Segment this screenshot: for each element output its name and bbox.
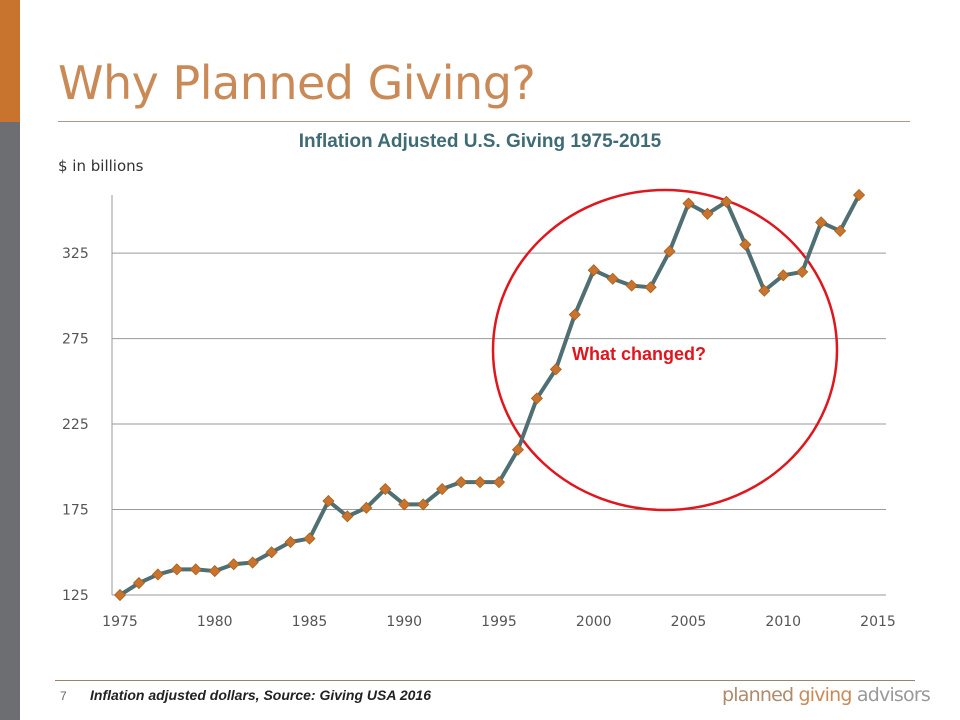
data-point-1985: [303, 532, 316, 545]
data-point-1988: [360, 501, 373, 514]
sidebar-bar: [0, 122, 20, 720]
data-point-1977: [151, 568, 164, 581]
data-point-2004: [663, 245, 676, 258]
x-tick-label: 2015: [860, 614, 896, 630]
data-point-2002: [625, 279, 638, 292]
x-tick-label: 2005: [671, 614, 707, 630]
annotation-ellipse: [491, 188, 839, 512]
data-point-2014: [852, 188, 866, 202]
footer-divider: [55, 680, 915, 681]
x-tick-label: 1975: [102, 614, 138, 630]
data-point-1986: [322, 494, 335, 508]
y-tick-label: 125: [62, 588, 89, 604]
data-point-2005: [682, 197, 695, 210]
data-point-1982: [246, 556, 259, 569]
data-point-1990: [398, 498, 411, 511]
slide-title: Why Planned Giving?: [58, 56, 536, 110]
data-point-2009: [758, 284, 771, 297]
data-point-2013: [834, 224, 847, 237]
x-tick-label: 2010: [765, 614, 801, 630]
data-point-1981: [227, 558, 240, 571]
data-point-2006: [701, 207, 714, 220]
y-tick-label: 175: [62, 503, 89, 519]
y-tick-label: 275: [62, 332, 89, 348]
title-divider: [58, 121, 910, 122]
y-tick-label: 325: [62, 246, 89, 262]
annotation-text: What changed?: [572, 344, 706, 364]
y-axis-label: $ in billions: [58, 157, 144, 175]
data-point-1995: [492, 476, 506, 489]
data-point-1994: [473, 476, 487, 489]
x-tick-label: 1995: [481, 614, 517, 630]
data-point-1980: [208, 565, 221, 578]
data-point-1976: [132, 576, 146, 590]
x-tick-label: 1990: [386, 614, 422, 630]
logo: planned giving advisors: [722, 684, 931, 706]
data-point-1991: [417, 498, 430, 511]
accent-bar: [0, 0, 20, 122]
data-point-1979: [189, 563, 202, 576]
data-point-1992: [436, 482, 449, 496]
source-note: Inflation adjusted dollars, Source: Givi…: [90, 687, 431, 703]
x-tick-label: 2000: [576, 614, 612, 630]
data-point-1984: [284, 535, 297, 549]
data-point-1987: [341, 510, 354, 523]
data-point-1999: [568, 308, 581, 321]
data-point-2007: [720, 195, 733, 208]
data-point-1975: [113, 588, 127, 602]
chart-title: Inflation Adjusted U.S. Giving 1975-2015: [298, 131, 662, 152]
data-point-1978: [170, 563, 183, 576]
data-point-1983: [265, 546, 278, 559]
data-point-1998: [549, 363, 562, 376]
page-number: 7: [60, 689, 67, 703]
data-point-2003: [644, 281, 657, 294]
data-point-2000: [587, 264, 600, 277]
y-tick-label: 225: [62, 417, 89, 433]
data-point-2010: [777, 269, 790, 282]
x-tick-label: 1985: [292, 614, 328, 630]
data-point-1989: [379, 482, 392, 496]
x-tick-label: 1980: [197, 614, 233, 630]
data-point-1993: [455, 476, 468, 489]
data-point-2001: [606, 272, 619, 285]
data-point-2011: [796, 265, 809, 278]
data-point-2008: [739, 238, 752, 251]
data-point-2012: [815, 216, 828, 229]
data-point-1997: [530, 392, 543, 405]
series-line: [118, 194, 861, 597]
data-point-1996: [511, 443, 525, 456]
